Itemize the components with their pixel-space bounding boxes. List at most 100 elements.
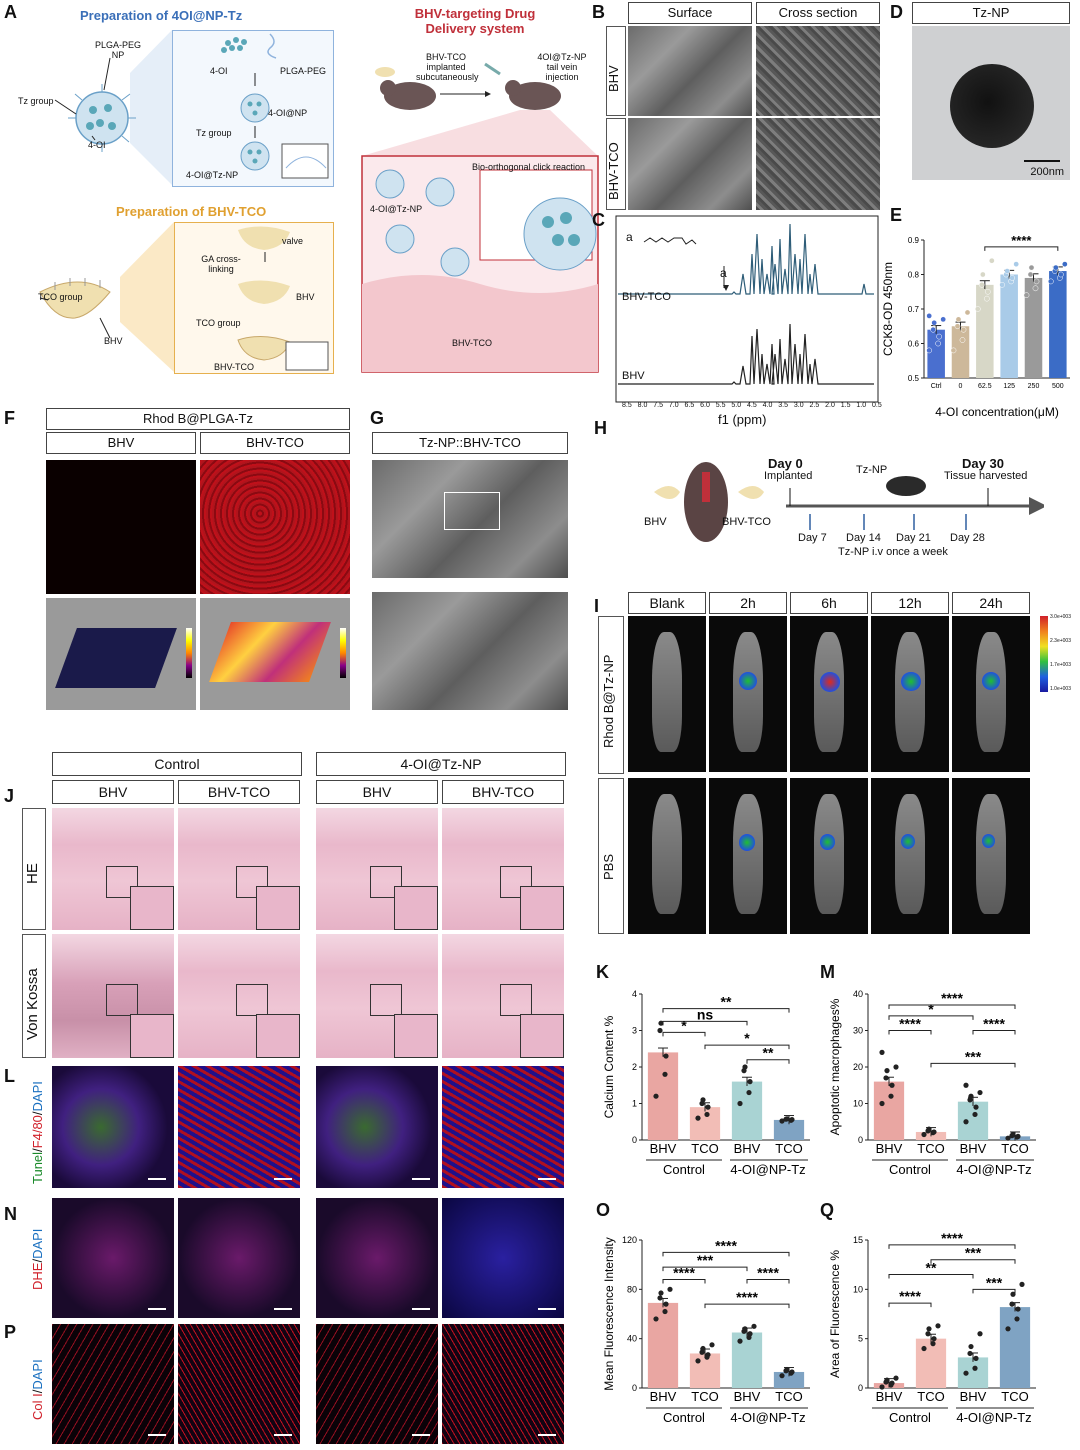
sig-label: ns [697,1006,714,1022]
f-bhvtco-fluor [200,460,350,594]
zoom-inset [130,886,174,930]
sig-label: *** [986,1274,1003,1290]
data-point [936,333,943,340]
c-label-bhv: BHV [622,370,645,382]
x-tick-label: TCO [775,1141,802,1156]
zoom-inset [256,1014,300,1058]
data-point [999,282,1006,288]
sig-bracket [662,1278,706,1284]
data-point [984,288,991,295]
data-point [977,1089,983,1096]
bhv-tco2-label: BHV-TCO [452,338,493,348]
ivis-mouse-image [790,778,868,934]
data-point [930,1341,936,1347]
y-tick-label: 20 [853,1062,863,1072]
zoom-inset [520,1014,564,1058]
panel-label-c: C [592,210,605,230]
data-point [979,271,986,278]
b-col-surface: Surface [628,2,752,24]
sig-bracket [746,1278,790,1284]
fluorescence-image [442,1066,564,1188]
c-tick-label: 1.5 [840,402,851,409]
zoom-inset [130,1014,174,1058]
data-point [925,1331,931,1337]
data-point [667,1286,673,1292]
von-kossa-image [52,934,174,1058]
data-point [926,1326,932,1332]
j-col-header: BHV [52,780,174,804]
bar [731,1081,763,1140]
c-tick-label: 6.5 [684,402,695,409]
data-point [884,1068,890,1074]
data-point [889,1380,895,1386]
x-tick-label: TCO [917,1389,944,1404]
sem-bhvtco-cross [756,118,880,210]
y-tick-label: 0 [858,1383,863,1393]
data-point [973,1355,979,1361]
sig-label: * [744,1030,750,1046]
data-point [1047,278,1054,285]
fluorescence-image [178,1198,300,1318]
group-label: 4-OI@NP-Tz [730,1410,805,1425]
j-col-header: BHV-TCO [442,780,564,804]
he-stain-image [442,808,564,930]
roi-box [236,984,268,1016]
tco-group2-label: TCO group [196,318,241,328]
data-point [747,1079,753,1085]
x-axis-label: 4-OI concentration(μM) [935,405,1059,419]
h-iv: Tz-NP i.v once a week [838,546,948,558]
zoom-inset [520,886,564,930]
system-drawing [361,62,599,373]
panel-label-j: J [4,786,15,806]
signal-spot [982,672,1000,690]
bhv-tco-label: BHV-TCO [214,362,255,372]
mouse-silhouette [895,632,925,752]
fluorescence-image [52,1324,174,1444]
y-tick-label: 2 [632,1062,637,1072]
sig-bracket [888,1015,974,1020]
y-axis-label: CCK8-OD 450nm [881,262,895,356]
y-tick-label: 3 [632,1026,637,1036]
tco-group-label: TCO group [38,292,83,302]
bar [915,1338,947,1388]
bar [1049,271,1067,378]
fluorescence-image [178,1324,300,1444]
bar [957,1101,989,1140]
data-point [921,1131,927,1138]
peak-a-label: a [720,266,727,280]
i-col-header: 6h [790,592,868,614]
4oi-top-label: 4-OI [210,66,228,76]
bar [689,1353,721,1388]
stain-label-part: DHE [30,1262,45,1290]
f-col-bhvtco: BHV-TCO [200,432,350,454]
signal-spot [820,834,835,850]
sig-label: *** [965,1245,982,1261]
sig-label: ** [763,1045,774,1061]
c-tick-label: 7.0 [668,402,679,409]
b-row-bhv-frame [606,26,626,116]
mouse-silhouette [814,632,844,752]
sig-bracket [888,1302,932,1308]
mouse-silhouette [733,794,763,914]
sig-bracket [662,1020,748,1026]
scale-bar [538,1178,556,1180]
stain-label-part: F4/80 [30,1115,45,1149]
f-title: Rhod B@PLGA-Tz [46,408,350,430]
c-tick-label: 5.5 [715,402,726,409]
h-d14: Day 14 [846,532,881,544]
data-point [974,306,981,312]
data-point [663,1301,669,1307]
y-tick-label: 0.7 [908,305,920,314]
sig-label: **** [899,1288,921,1304]
stain-label-part: Tunel [30,1151,45,1184]
data-point [972,1365,978,1371]
4oi-tz-np-label: 4-OI@Tz-NP [186,170,239,180]
h-implanted: Implanted [764,470,813,482]
stain-label-part: Col I [30,1393,45,1420]
signal-spot [982,834,996,849]
data-point [705,1352,711,1358]
i-row1: Rhod B@Tz-NP [601,654,616,748]
c-tick-label: 1.0 [856,402,867,409]
group-label: 4-OI@NP-Tz [730,1162,805,1177]
g-title: Tz-NP::BHV-TCO [372,432,568,454]
